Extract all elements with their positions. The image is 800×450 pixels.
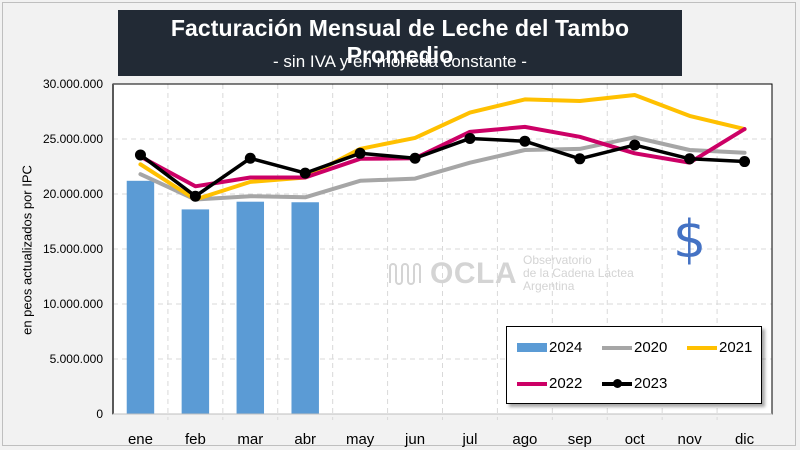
chart-title: Facturación Mensual de Leche del Tambo P… — [170, 15, 630, 68]
x-tick-label: jun — [404, 431, 425, 448]
x-tick-labels: ene feb mar abr may jun jul ago sep oct nov dic — [128, 431, 755, 448]
marker-2023-ago — [519, 135, 531, 147]
legend-swatch-2024 — [517, 343, 547, 352]
y-tick-label: 25.000.000 — [43, 132, 103, 146]
title-box: Facturación Mensual de Leche del Tambo P… — [118, 10, 682, 76]
legend-item-2022: 2022 — [517, 375, 582, 392]
x-tick-label: nov — [678, 431, 703, 448]
legend-label-2022: 2022 — [549, 375, 583, 392]
y-tick-label: 5.000.000 — [50, 352, 104, 366]
x-tick-label: abr — [294, 431, 316, 448]
bar-2024-mar — [236, 201, 265, 414]
line-2021 — [138, 93, 747, 202]
legend-swatch-2022 — [517, 381, 547, 386]
marker-2023-jun — [409, 152, 421, 164]
dollar-icon: $ — [673, 210, 707, 270]
x-tick-label: ene — [128, 431, 153, 448]
marker-2023-dic — [739, 156, 751, 168]
legend-item-2023: 2023 — [602, 375, 667, 392]
marker-2023-ene — [134, 149, 146, 161]
ocla-caption-line2: de la Cadena Láctea — [523, 266, 634, 280]
bar-2024-feb — [181, 209, 210, 414]
ocla-logo-icon — [389, 262, 421, 285]
y-tick-labels: 0 5.000.000 10.000.000 15.000.000 20.000.000… — [43, 77, 103, 421]
ocla-logo-caption: Observatorio de la Cadena Láctea Argenti… — [523, 254, 634, 293]
legend-label-2021: 2021 — [719, 339, 753, 356]
bars-2024 — [126, 180, 319, 414]
y-tick-label: 15.000.000 — [43, 242, 103, 256]
marker-2023-sep — [574, 153, 586, 165]
markers-2023 — [134, 132, 751, 202]
y-tick-label: 0 — [96, 407, 103, 421]
x-tick-label: oct — [625, 431, 646, 448]
y-tick-label: 10.000.000 — [43, 297, 103, 311]
bar-2024-abr — [291, 202, 319, 414]
marker-2023-feb — [189, 190, 201, 202]
legend: 2024 2020 2021 2022 2023 — [506, 326, 762, 404]
legend-swatch-2021 — [687, 345, 717, 350]
legend-swatch-2020 — [602, 345, 632, 350]
bar-2024-ene — [126, 180, 155, 414]
x-tick-label: sep — [568, 431, 592, 448]
x-tick-label: ago — [512, 431, 537, 448]
marker-2023-nov — [684, 153, 696, 165]
legend-marker-2023 — [613, 378, 622, 388]
chart-subtitle: - sin IVA y en moneda constante - — [273, 52, 527, 71]
x-tick-label: may — [346, 431, 375, 448]
x-tick-label: dic — [735, 431, 755, 448]
legend-label-2024: 2024 — [549, 339, 583, 356]
legend-label-2020: 2020 — [634, 339, 668, 356]
chart-frame — [2, 2, 796, 446]
line-2022 — [138, 124, 747, 189]
x-tick-label: mar — [237, 431, 263, 448]
x-tick-label: jul — [461, 431, 477, 448]
legend-item-2020: 2020 — [602, 339, 667, 356]
legend-swatch-2023 — [602, 378, 632, 388]
ocla-caption-line1: Observatorio — [523, 253, 592, 267]
marker-2023-oct — [629, 139, 641, 151]
legend-item-2021: 2021 — [687, 339, 752, 356]
x-tick-label: feb — [185, 431, 206, 448]
y-tick-label: 20.000.000 — [43, 187, 103, 201]
ocla-watermark: OCLA Observatorio de la Cadena Láctea Ar… — [388, 254, 634, 293]
ocla-logo-text: OCLA — [430, 256, 517, 290]
marker-2023-mar — [244, 152, 256, 164]
line-2020 — [138, 135, 747, 202]
marker-2023-abr — [299, 167, 311, 179]
ocla-caption-line3: Argentina — [523, 279, 575, 293]
line-series — [138, 93, 747, 202]
marker-2023-jul — [464, 132, 476, 144]
legend-item-2024: 2024 — [517, 339, 582, 356]
line-2023 — [138, 136, 747, 198]
y-tick-label: 30.000.000 — [43, 77, 103, 91]
legend-label-2023: 2023 — [634, 375, 668, 392]
marker-2023-may — [354, 147, 366, 159]
